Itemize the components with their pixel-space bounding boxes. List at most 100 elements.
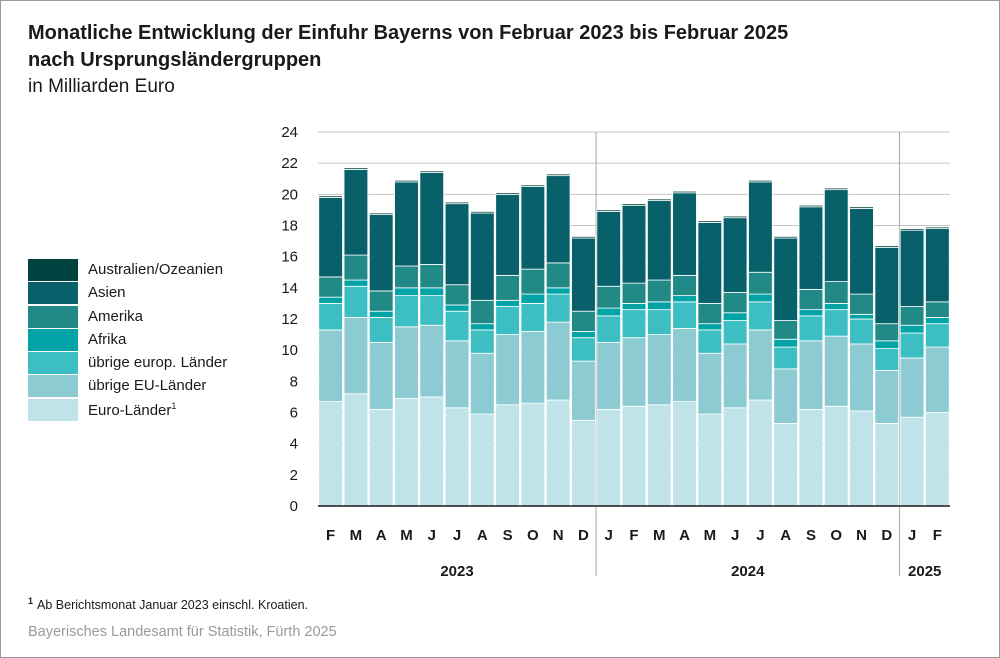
bar-segment: [444, 203, 470, 286]
bar-segment: [343, 285, 369, 318]
bar-segment: [318, 329, 343, 402]
bar-segment: [823, 405, 849, 507]
bar-segment: [343, 393, 369, 507]
x-tick-label: M: [704, 527, 717, 544]
bar-segment: [798, 315, 824, 342]
bar-segment: [722, 292, 748, 314]
bar-segment: [520, 303, 546, 332]
bar-segment: [646, 301, 672, 311]
bar-segment: [368, 290, 394, 312]
bar-segment: [646, 404, 672, 507]
bar-segment: [596, 341, 622, 410]
legend-label: übrige EU-Länder: [88, 377, 207, 395]
y-tick-label: 14: [281, 280, 298, 297]
x-tick-label: A: [780, 527, 791, 544]
bar-segment: [621, 282, 647, 304]
bar-segment: [368, 310, 394, 318]
bar-segment: [545, 293, 571, 323]
bar-segment: [394, 181, 419, 267]
bar-segment: [874, 423, 900, 507]
bar-segment: [849, 206, 874, 209]
bar-segment: [925, 317, 950, 325]
bar-segment: [773, 236, 798, 239]
bar-segment: [545, 262, 571, 289]
bar-segment: [495, 274, 520, 301]
bar-segment: [798, 309, 824, 317]
bar-segment: [571, 236, 596, 239]
bar-segment: [470, 413, 495, 507]
bar-segment: [697, 329, 723, 354]
bar-segment: [444, 304, 470, 312]
bar-segment: [394, 287, 419, 297]
bar-segment: [419, 295, 445, 326]
bar-segment: [773, 423, 798, 507]
y-tick-label: 10: [281, 342, 298, 359]
legend-label: Afrika: [88, 330, 127, 348]
bar-segment: [318, 303, 343, 331]
bar-segment: [520, 268, 546, 295]
bar-segment: [444, 407, 470, 507]
bar-segment: [722, 320, 748, 345]
bar-segment: [343, 167, 369, 170]
bar-segment: [596, 211, 622, 287]
bar-segment: [874, 323, 900, 342]
y-tick-label: 12: [281, 311, 298, 328]
bar-segment: [899, 229, 925, 307]
x-tick-label: J: [756, 527, 764, 544]
bar-segment: [596, 285, 622, 309]
y-tick-label: 20: [281, 186, 298, 203]
bar-segment: [394, 179, 419, 183]
x-tick-label: J: [731, 527, 739, 544]
y-tick-label: 0: [290, 498, 298, 515]
bar-segment: [925, 226, 950, 230]
bar-segment: [520, 402, 546, 507]
bar-segment: [722, 343, 748, 409]
bar-segment: [798, 288, 824, 311]
y-tick-label: 4: [290, 436, 298, 453]
bar-segment: [823, 309, 849, 337]
bar-segment: [444, 201, 470, 205]
year-label: 2024: [731, 563, 765, 580]
bar-segment: [545, 173, 571, 177]
bar-segment: [545, 175, 571, 264]
year-label: 2023: [440, 563, 473, 580]
bar-segment: [520, 184, 546, 187]
bar-segment: [672, 274, 697, 297]
x-tick-label: F: [326, 527, 335, 544]
legend-swatch: [28, 352, 78, 375]
bar-segment: [596, 209, 622, 212]
x-tick-label: D: [578, 527, 589, 544]
x-tick-label: A: [376, 527, 387, 544]
legend-swatch: [28, 305, 78, 328]
bar-segment: [470, 211, 495, 214]
bar-segment: [520, 293, 546, 304]
legend-swatch: [28, 259, 78, 281]
bar-segment: [697, 352, 723, 415]
bar-segment: [596, 315, 622, 343]
bar-segment: [823, 189, 849, 283]
legend-label: Asien: [88, 284, 126, 302]
bar-segment: [343, 254, 369, 281]
bar-segment: [748, 301, 773, 331]
bar-segment: [773, 237, 798, 321]
bar-segment: [470, 212, 495, 301]
bar-segment: [444, 284, 470, 306]
bar-segment: [672, 192, 697, 276]
bar-segment: [823, 187, 849, 191]
bar-segment: [470, 323, 495, 331]
bar-segment: [596, 307, 622, 317]
bar-segment: [621, 204, 647, 284]
x-tick-label: D: [881, 527, 892, 544]
bar-segment: [343, 317, 369, 395]
bar-segment: [823, 303, 849, 311]
bar-segment: [899, 306, 925, 326]
x-tick-label: J: [453, 527, 461, 544]
bar-segment: [849, 410, 874, 507]
bar-segment: [849, 207, 874, 295]
bar-segment: [849, 318, 874, 345]
bar-segment: [899, 228, 925, 231]
x-tick-label: N: [553, 527, 564, 544]
bar-segment: [874, 348, 900, 371]
y-tick-label: 18: [281, 218, 298, 235]
bar-segment: [318, 276, 343, 298]
